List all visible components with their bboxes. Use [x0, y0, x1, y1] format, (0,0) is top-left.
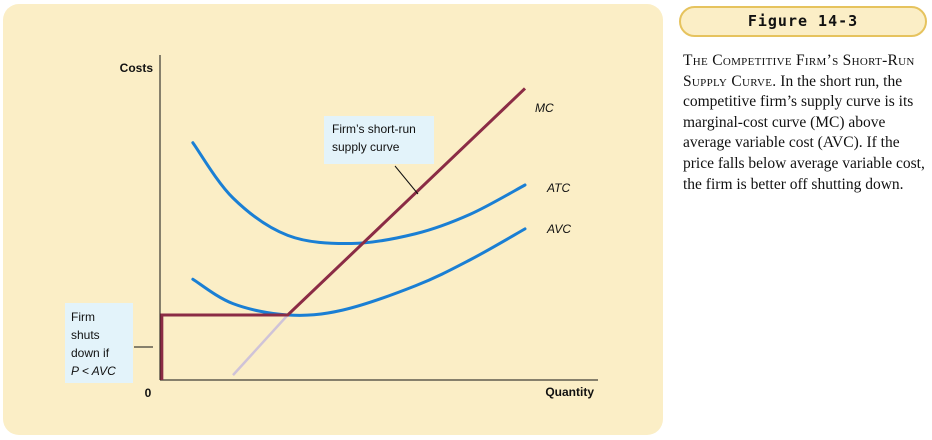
shutdown-note-line-2: shuts	[71, 328, 100, 342]
y-axis-label: Costs	[120, 61, 154, 75]
atc-label: ATC	[546, 181, 570, 195]
shutdown-note-line-4: P < AVC	[71, 364, 116, 378]
x-axis-label: Quantity	[545, 385, 594, 399]
supply-curve-note: Firm’s short-run supply curve	[324, 116, 434, 164]
mc-label: MC	[535, 101, 554, 115]
caption-body: In the short run, the competitive firm’s…	[683, 72, 925, 193]
avc-label: AVC	[546, 222, 571, 236]
series-layer	[134, 87, 527, 380]
supply-note-leader	[394, 165, 419, 195]
atc-curve	[191, 141, 527, 246]
figure-label: Figure 14-3	[679, 6, 927, 37]
axes: Costs Quantity 0	[120, 55, 598, 400]
mc-below-avc-line	[232, 314, 289, 376]
figure-caption: The Competitive Firm’s Short-Run Supply …	[683, 51, 929, 195]
shutdown-note-line-1: Firm	[71, 310, 95, 324]
supply-curve	[160, 87, 527, 380]
supply-note-line-2: supply curve	[332, 140, 400, 154]
shutdown-note: Firm shuts down if P < AVC	[65, 303, 133, 383]
avc-curve	[191, 227, 527, 317]
supply-note-line-1: Firm’s short-run	[332, 122, 416, 136]
origin-label: 0	[145, 386, 152, 400]
labels-layer: MC ATC AVC	[535, 101, 571, 236]
caption-title: The Competitive Firm’s Short-Run Supply …	[683, 52, 915, 90]
shutdown-note-line-3: down if	[71, 346, 110, 360]
